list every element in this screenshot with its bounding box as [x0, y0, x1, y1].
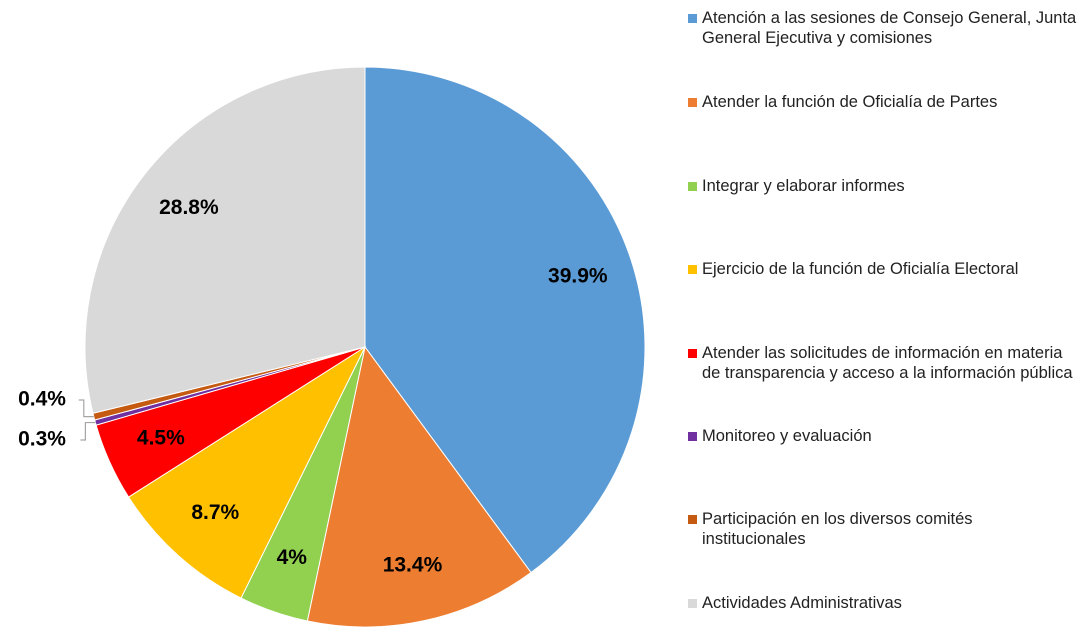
- legend-swatch: [688, 265, 697, 274]
- legend-swatch: [688, 98, 697, 107]
- legend-swatch: [688, 515, 697, 524]
- legend-label: Atención a las sesiones de Consejo Gener…: [702, 9, 1077, 47]
- data-label: 28.8%: [159, 196, 219, 219]
- data-label: 4.5%: [137, 427, 185, 450]
- legend-swatch: [688, 182, 697, 191]
- legend-swatch: [688, 432, 697, 441]
- data-label: 39.9%: [548, 265, 608, 288]
- data-label: 13.4%: [383, 553, 443, 576]
- data-label: 0.4%: [18, 388, 66, 411]
- legend-swatch: [688, 599, 697, 608]
- pie-slice: [127, 345, 367, 599]
- legend-swatch: [688, 349, 697, 358]
- legend-label: Atender las solicitudes de información e…: [702, 344, 1073, 382]
- data-label: 0.3%: [18, 428, 66, 451]
- legend-label: Participación en los diversos comités in…: [702, 510, 973, 548]
- pie-slice: [306, 345, 532, 628]
- legend-item: Atención a las sesiones de Consejo Gener…: [688, 8, 1078, 48]
- data-label: 8.7%: [191, 501, 239, 524]
- legend-label: Monitoreo y evaluación: [702, 427, 872, 445]
- pie-slice: [84, 66, 366, 414]
- legend-item: Integrar y elaborar informes: [688, 176, 1078, 196]
- legend-item: Ejercicio de la función de Oficialía Ele…: [688, 259, 1078, 279]
- legend-item: Monitoreo y evaluación: [688, 426, 1078, 446]
- legend-label: Integrar y elaborar informes: [702, 177, 905, 195]
- legend-label: Actividades Administrativas: [702, 594, 902, 612]
- legend-label: Atender la función de Oficialía de Parte…: [702, 93, 998, 111]
- legend-item: Participación en los diversos comités in…: [688, 509, 1078, 549]
- pie-slice: [364, 66, 646, 574]
- leader-line: [78, 399, 94, 418]
- leader-line: [80, 421, 96, 441]
- legend-item: Atender la función de Oficialía de Parte…: [688, 92, 1078, 112]
- data-label: 4%: [277, 546, 308, 569]
- legend-swatch: [688, 14, 697, 23]
- legend-label: Ejercicio de la función de Oficialía Ele…: [702, 260, 1019, 278]
- legend-item: Atender las solicitudes de información e…: [688, 343, 1078, 383]
- legend-item: Actividades Administrativas: [688, 593, 1078, 613]
